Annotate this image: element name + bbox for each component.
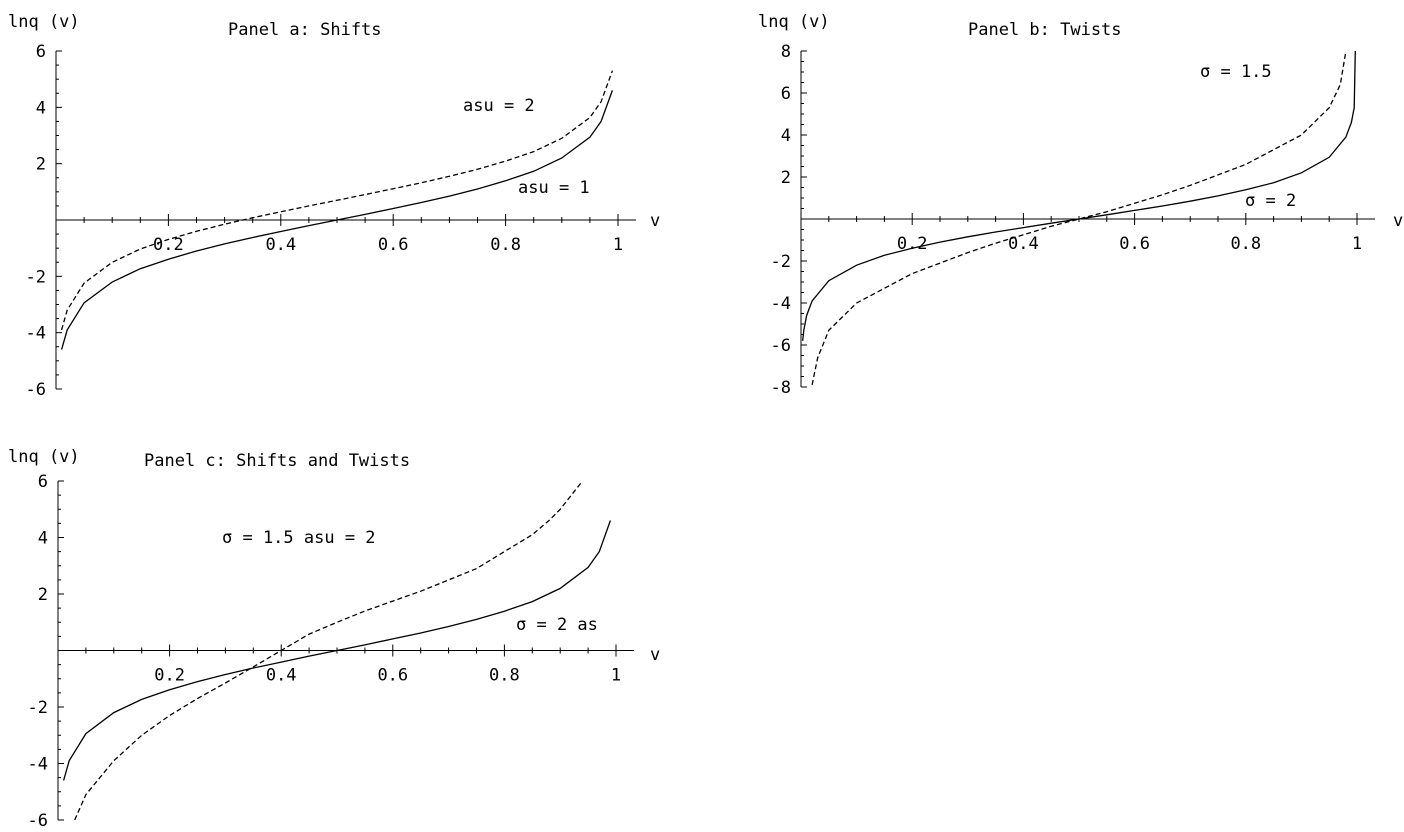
curve-annotation: asu = 1 [518, 178, 590, 198]
curve-annotation: σ = 2 as [516, 615, 598, 635]
panel-title: Panel a: Shifts [228, 20, 382, 40]
y-tick-label: -6 [771, 336, 791, 356]
x-tick-label: 1 [611, 666, 621, 686]
x-axis-label: v [650, 645, 660, 665]
y-tick-label: -6 [26, 380, 46, 400]
y-tick-label: 6 [38, 472, 48, 492]
x-tick-label: 0.6 [1119, 234, 1150, 254]
panel-title: Panel c: Shifts and Twists [144, 451, 410, 471]
x-tick-label: 0.8 [489, 666, 520, 686]
series-dashed-line [811, 50, 1347, 386]
x-tick-label: 0.8 [1230, 234, 1261, 254]
curve-annotation: asu = 2 [463, 96, 535, 116]
y-tick-label: -2 [771, 252, 791, 272]
panel-b: -8 -6 -4 -2 2 4 6 8 0.2 0.4 0.6 0.8 1 Panel b: Twists… [758, 12, 1403, 398]
y-tick-label: -4 [26, 324, 46, 344]
x-axis-label: v [1393, 211, 1403, 231]
y-tick-label: 2 [38, 585, 48, 605]
y-axis-label: lnq (v) [8, 447, 80, 467]
curve-annotation: σ = 1.5 asu = 2 [222, 528, 376, 548]
x-tick-label: 1 [1352, 234, 1362, 254]
y-tick-label: 6 [781, 84, 791, 104]
x-tick-label: 0.6 [377, 666, 408, 686]
y-tick-label: 2 [781, 168, 791, 188]
curve-annotation: σ = 1.5 [1200, 62, 1272, 82]
x-tick-label: 0.2 [153, 235, 184, 255]
series-dashed-line [60, 70, 614, 331]
y-tick-label: 4 [38, 529, 48, 549]
x-tick-label: 0.4 [1008, 234, 1039, 254]
y-tick-label: -6 [28, 811, 48, 831]
x-tick-label: 0.2 [897, 234, 928, 254]
y-tick-label: 2 [36, 155, 46, 175]
x-axis-label: v [650, 211, 660, 231]
series-dashed-line [74, 480, 584, 821]
x-tick-label: 0.6 [378, 235, 409, 255]
x-tick-label: 0.4 [266, 666, 297, 686]
x-tick-label: 0.4 [265, 235, 296, 255]
x-tick-label: 0.2 [154, 666, 185, 686]
y-tick-label: -4 [28, 755, 48, 775]
curve-annotation: σ = 2 [1245, 191, 1296, 211]
y-tick-label: -2 [28, 698, 48, 718]
y-axis-label: lnq (v) [758, 12, 830, 32]
y-axis-label: lnq (v) [8, 12, 80, 32]
y-tick-label: 8 [781, 42, 791, 62]
y-tick-label: -2 [26, 267, 46, 287]
series-solid-line [802, 50, 1356, 341]
series-solid-line [60, 90, 614, 350]
y-tick-label: -8 [771, 378, 791, 398]
y-tick-label: 6 [36, 42, 46, 62]
y-tick-label: 4 [781, 126, 791, 146]
y-tick-label: -4 [771, 294, 791, 314]
x-tick-label: 0.8 [490, 235, 521, 255]
series-solid-line [62, 520, 612, 781]
y-tick-label: 4 [36, 98, 46, 118]
x-tick-label: 1 [613, 235, 623, 255]
panel-a: -6 -4 -2 2 4 6 0.2 0.4 0.6 0.8 1 Panel a: Shifts lnq… [8, 12, 660, 400]
panel-title: Panel b: Twists [968, 20, 1122, 40]
panel-c: -6 -4 -2 2 4 6 0.2 0.4 0.6 0.8 1 Panel c: Shifts an… [8, 447, 660, 831]
